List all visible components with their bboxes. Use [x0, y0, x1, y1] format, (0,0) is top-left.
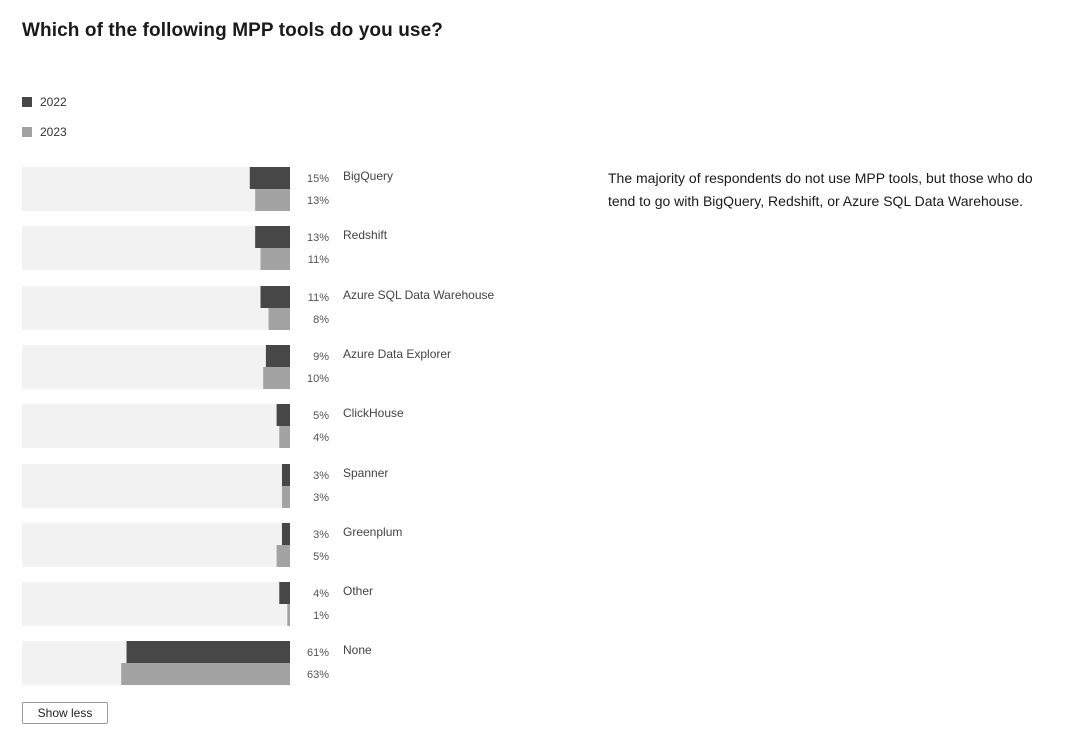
bar-track-other	[22, 582, 290, 626]
value-label-other-2022: 4%	[313, 588, 329, 600]
bar-redshift-2023	[260, 248, 290, 270]
bar-spanner-2022	[281, 464, 290, 486]
bar-track-bigquery	[22, 167, 290, 211]
value-label-azure-sql-data-warehouse-2023: 8%	[313, 314, 329, 326]
value-label-greenplum-2022: 3%	[313, 529, 329, 541]
legend-swatch-2022	[22, 97, 32, 107]
bar-track-clickhouse	[22, 404, 290, 448]
bar-other-2022	[279, 582, 290, 604]
value-label-azure-data-explorer-2022: 9%	[313, 351, 329, 363]
category-label-clickhouse: ClickHouse	[343, 406, 404, 420]
bar-track-azure-data-explorer	[22, 345, 290, 389]
value-label-clickhouse-2023: 4%	[313, 432, 329, 444]
category-label-other: Other	[343, 584, 373, 598]
value-label-azure-sql-data-warehouse-2022: 11%	[308, 292, 329, 304]
bar-greenplum-2022	[281, 523, 290, 545]
chart-description: The majority of respondents do not use M…	[608, 170, 1033, 209]
bar-spanner-2023	[281, 486, 290, 508]
bar-track-redshift	[22, 226, 290, 270]
value-label-spanner-2022: 3%	[313, 470, 329, 482]
value-label-redshift-2023: 11%	[308, 254, 329, 266]
category-label-redshift: Redshift	[343, 228, 388, 242]
bar-bigquery-2023	[255, 189, 290, 211]
legend: 2022 2023	[22, 95, 67, 155]
bar-azure-sql-data-warehouse-2022	[260, 286, 290, 308]
legend-item-2022: 2022	[22, 95, 67, 109]
value-label-none-2023: 63%	[307, 669, 329, 681]
value-label-other-2023: 1%	[313, 610, 329, 622]
legend-swatch-2023	[22, 127, 32, 137]
bar-clickhouse-2023	[279, 426, 290, 448]
value-label-greenplum-2023: 5%	[313, 551, 329, 563]
bar-none-2023	[121, 663, 290, 685]
bar-none-2022	[126, 641, 291, 663]
bar-greenplum-2023	[276, 545, 290, 567]
category-label-azure-data-explorer: Azure Data Explorer	[343, 347, 451, 361]
bar-azure-data-explorer-2022	[265, 345, 290, 367]
show-less-button[interactable]: Show less	[22, 702, 108, 724]
category-label-azure-sql-data-warehouse: Azure SQL Data Warehouse	[343, 288, 495, 302]
bar-azure-data-explorer-2023	[263, 367, 290, 389]
bar-redshift-2022	[255, 226, 290, 248]
value-label-spanner-2023: 3%	[313, 492, 329, 504]
bar-other-2023	[287, 604, 290, 626]
bar-azure-sql-data-warehouse-2023	[268, 308, 290, 330]
bar-bigquery-2022	[249, 167, 290, 189]
legend-label-2022: 2022	[40, 95, 67, 109]
bar-chart: 15% 13% BigQuery 13% 11% Redshift 11% 8% Azure S…	[22, 167, 495, 685]
value-label-bigquery-2022: 15%	[307, 173, 329, 185]
bar-clickhouse-2022	[276, 404, 290, 426]
bar-track-greenplum	[22, 523, 290, 567]
value-label-bigquery-2023: 13%	[307, 195, 329, 207]
bar-track-spanner	[22, 464, 290, 508]
value-label-clickhouse-2022: 5%	[313, 410, 329, 422]
category-label-spanner: Spanner	[343, 466, 388, 480]
legend-label-2023: 2023	[40, 125, 67, 139]
bar-track-azure-sql-data-warehouse	[22, 286, 290, 330]
chart-title: Which of the following MPP tools do you …	[22, 20, 443, 41]
value-label-azure-data-explorer-2023: 10%	[307, 373, 329, 385]
category-label-greenplum: Greenplum	[343, 525, 402, 539]
category-label-bigquery: BigQuery	[343, 169, 393, 183]
value-label-none-2022: 61%	[307, 647, 329, 659]
legend-item-2023: 2023	[22, 125, 67, 139]
category-label-none: None	[343, 643, 372, 657]
value-label-redshift-2022: 13%	[307, 232, 329, 244]
